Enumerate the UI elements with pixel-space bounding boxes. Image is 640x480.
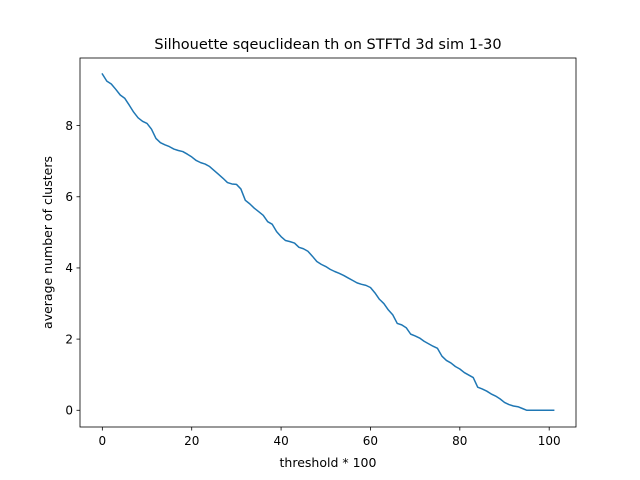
- x-tick-label: 60: [363, 434, 378, 448]
- y-tick-label: 6: [65, 190, 73, 204]
- x-axis-ticks: 0 20 40 60 80 100: [99, 427, 561, 448]
- y-tick-label: 0: [65, 404, 73, 418]
- x-axis-label: threshold * 100: [280, 455, 377, 470]
- plot-frame: [79, 57, 577, 428]
- x-tick-label: 20: [184, 434, 199, 448]
- x-tick-label: 0: [99, 434, 107, 448]
- y-tick-label: 2: [65, 332, 73, 346]
- y-tick-label: 4: [65, 261, 73, 275]
- plot-area: [101, 72, 555, 412]
- series-line: [101, 72, 555, 412]
- chart-title: Silhouette sqeuclidean th on STFTd 3d si…: [154, 37, 501, 53]
- y-axis-ticks: 0 2 4 6 8: [65, 119, 80, 418]
- x-tick-label: 40: [273, 434, 288, 448]
- x-tick-label: 100: [538, 434, 561, 448]
- y-tick-label: 8: [65, 119, 73, 133]
- x-tick-label: 80: [452, 434, 467, 448]
- y-axis-label: average number of clusters: [40, 156, 55, 329]
